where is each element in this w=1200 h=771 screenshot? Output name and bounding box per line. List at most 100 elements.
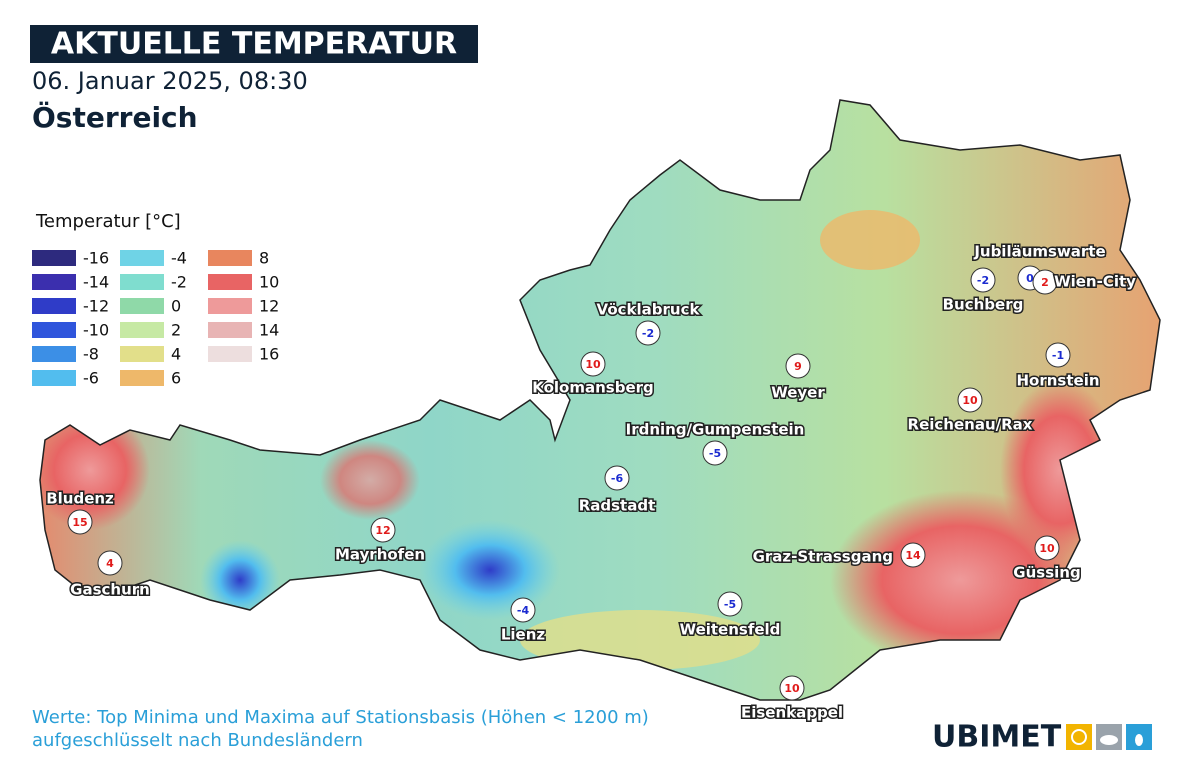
station-name: Jubiläumswarte [973, 243, 1105, 261]
legend-swatch [32, 274, 76, 290]
station-name: Graz-Strassgang [753, 548, 893, 566]
legend-swatch [120, 250, 164, 266]
station-value: 2 [1041, 276, 1049, 289]
logo: UBIMET [932, 720, 1062, 755]
station-name: Güssing [1013, 564, 1080, 582]
station-value: -4 [517, 604, 530, 617]
logo-icon [1066, 724, 1092, 750]
legend-swatch [120, 322, 164, 338]
legend-label: 8 [259, 249, 269, 268]
legend-label: -14 [83, 273, 109, 292]
date: 06. Januar 2025, 08:30 [32, 67, 308, 95]
legend-swatch [120, 370, 164, 386]
station-value: -6 [611, 472, 624, 485]
legend-label: -6 [83, 369, 99, 388]
station-marker [970, 267, 996, 293]
station-name: Hornstein [1016, 372, 1099, 390]
footnote: aufgeschlüsselt nach Bundesländern [32, 730, 363, 751]
station-name: Reichenau/Rax [908, 416, 1033, 434]
legend-swatch [120, 274, 164, 290]
station-name: Buchberg [943, 296, 1024, 314]
station-marker [779, 675, 805, 701]
legend-swatch [32, 250, 76, 266]
station-name: Gaschurn [70, 581, 150, 599]
legend-swatch [32, 346, 76, 362]
legend-swatch [32, 370, 76, 386]
station-marker [635, 320, 661, 346]
station-name: Vöcklabruck [597, 301, 701, 319]
station-value: 14 [905, 549, 921, 562]
legend-swatch [208, 274, 252, 290]
station-marker [580, 351, 606, 377]
stations: 15 Bludenz 4 Gaschurn 12 Mayrhofen -4 Lienz -6 Ra… [45, 241, 1138, 723]
station-marker [717, 591, 743, 617]
legend-swatch [208, 346, 252, 362]
station-value: 12 [375, 524, 390, 537]
station-name: Lienz [501, 626, 546, 644]
station-value: 9 [794, 360, 802, 373]
legend-label: -12 [83, 297, 109, 316]
legend-label: 12 [259, 297, 279, 316]
station-marker [702, 440, 728, 466]
legend-label: -2 [171, 273, 187, 292]
station-value: -2 [977, 274, 989, 287]
legend-swatch [208, 250, 252, 266]
station-value: -1 [1052, 349, 1064, 362]
station-value: 10 [1039, 542, 1055, 555]
legend-swatch [208, 298, 252, 314]
legend-label: 14 [259, 321, 279, 340]
station-value: 4 [106, 557, 114, 570]
station-name: Bludenz [46, 490, 114, 508]
legend-label: 16 [259, 345, 279, 364]
station-value: 10 [585, 358, 601, 371]
station-name: Weitensfeld [680, 621, 781, 639]
map [40, 100, 1160, 700]
station-marker [1045, 342, 1071, 368]
station-marker [67, 509, 93, 535]
legend-label: 2 [171, 321, 181, 340]
legend: -16 -14 -12 -10 -8 -6 -4 -2 0 2 4 6 8 10 12 14 16 [32, 249, 279, 388]
station-marker [604, 465, 630, 491]
legend-label: -8 [83, 345, 99, 364]
station-marker [1034, 535, 1060, 561]
legend-swatch [208, 322, 252, 338]
region: Österreich [32, 100, 198, 134]
legend-swatch [120, 298, 164, 314]
station-name: Eisenkappel [741, 704, 843, 722]
legend-label: 0 [171, 297, 181, 316]
station-name: Mayrhofen [335, 546, 425, 564]
legend-title: Temperatur [°C] [35, 211, 181, 232]
footnote: Werte: Top Minima und Maxima auf Station… [32, 707, 649, 728]
legend-label: -10 [83, 321, 109, 340]
station-marker [97, 550, 123, 576]
station-marker [1032, 269, 1058, 295]
station-value: 10 [784, 682, 800, 695]
legend-swatch [32, 322, 76, 338]
station-value: 15 [72, 516, 87, 529]
title-box [30, 25, 478, 63]
legend-label: 6 [171, 369, 181, 388]
legend-label: 4 [171, 345, 181, 364]
station-name: Kolomansberg [532, 379, 654, 397]
station-name: Irdning/Gumpenstein [626, 421, 805, 439]
title: AKTUELLE TEMPERATUR [51, 27, 457, 62]
station-marker [785, 353, 811, 379]
station-value: -5 [709, 447, 721, 460]
legend-label: -4 [171, 249, 187, 268]
station-marker [957, 387, 983, 413]
station-value: 0 [1026, 272, 1034, 285]
legend-label: 10 [259, 273, 279, 292]
station-value: 10 [962, 394, 978, 407]
station-name: Weyer [771, 384, 825, 402]
station-marker [370, 517, 396, 543]
station-name: Wien-City [1054, 273, 1136, 291]
station-value: -5 [724, 598, 736, 611]
legend-swatch [32, 298, 76, 314]
legend-swatch [120, 346, 164, 362]
station-value: -2 [642, 327, 654, 340]
station-marker [510, 597, 536, 623]
station-name: Radstadt [579, 497, 656, 515]
legend-label: -16 [83, 249, 109, 268]
station-marker [900, 542, 926, 568]
